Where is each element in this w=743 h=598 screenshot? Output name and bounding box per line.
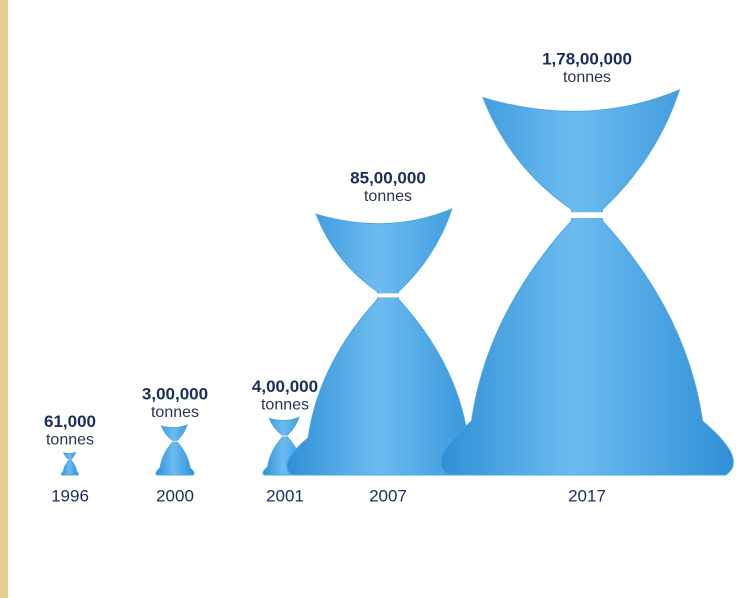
bag-icon <box>440 89 734 476</box>
unit-label: tonnes <box>364 188 412 205</box>
bag <box>155 424 195 476</box>
bag-icon <box>286 208 490 476</box>
bag-icon <box>155 424 195 476</box>
bag-icon <box>60 451 80 476</box>
value-label: 4,00,000 <box>252 377 318 396</box>
year-label: 2017 <box>568 486 606 505</box>
year-label: 2000 <box>156 486 194 505</box>
value-label: 61,000 <box>44 412 96 431</box>
year-label: 2007 <box>369 486 407 505</box>
unit-label: tonnes <box>563 69 611 86</box>
unit-label: tonnes <box>261 397 309 414</box>
bag <box>60 451 80 476</box>
value-label: 1,78,00,000 <box>542 49 632 68</box>
year-label: 2001 <box>266 486 304 505</box>
value-label: 3,00,000 <box>142 385 208 404</box>
bag <box>286 208 490 476</box>
value-label: 85,00,000 <box>350 168 426 187</box>
side-stripe <box>0 0 8 598</box>
bag <box>440 89 734 476</box>
year-label: 1996 <box>51 486 89 505</box>
unit-label: tonnes <box>151 404 199 421</box>
unit-label: tonnes <box>46 432 94 449</box>
